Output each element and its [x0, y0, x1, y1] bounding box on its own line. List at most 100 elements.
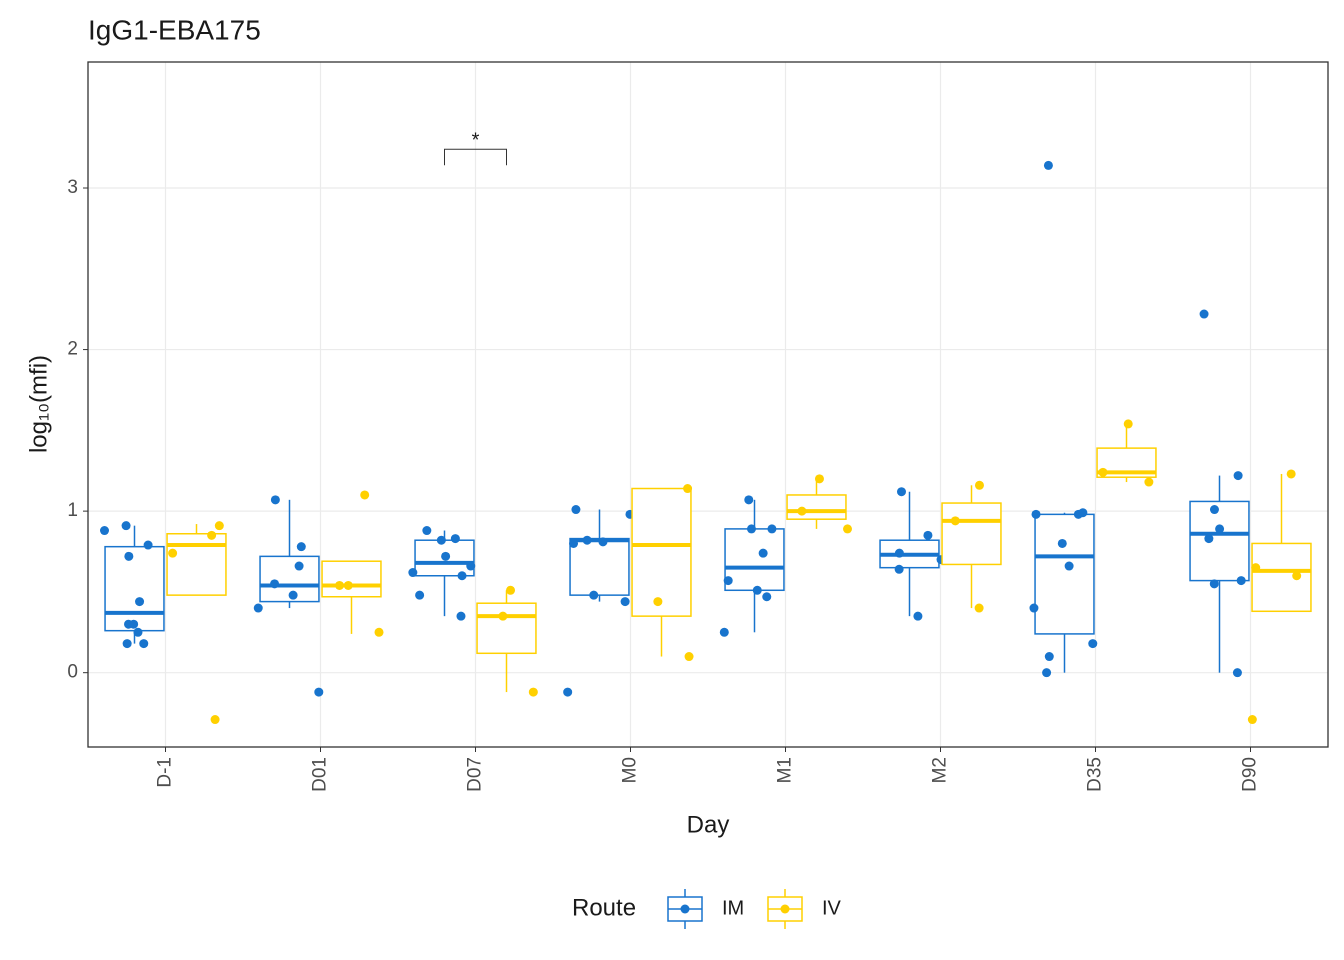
x-tick-label: D-1: [155, 757, 176, 788]
point: [207, 530, 217, 540]
point: [374, 627, 384, 637]
point: [360, 490, 370, 500]
y-tick-label: 0: [67, 662, 78, 683]
point: [563, 687, 573, 697]
panel-border: [87, 61, 1329, 748]
point: [569, 538, 579, 548]
y-tick-label: 3: [67, 177, 78, 198]
point: [1044, 652, 1054, 662]
point: [1144, 477, 1154, 487]
point: [797, 506, 807, 516]
point: [1088, 639, 1098, 649]
point: [923, 530, 933, 540]
point: [746, 524, 756, 534]
point: [589, 590, 599, 600]
point: [422, 526, 432, 536]
point: [683, 484, 693, 494]
point: [135, 597, 145, 607]
point: [124, 551, 134, 561]
y-tick-label: 1: [67, 500, 78, 521]
point: [253, 603, 263, 613]
point: [1292, 571, 1302, 581]
point: [894, 548, 904, 558]
point: [294, 561, 304, 571]
point: [762, 592, 772, 602]
point: [129, 619, 139, 629]
point: [758, 548, 768, 558]
point: [653, 597, 663, 607]
point: [1209, 505, 1219, 515]
point: [456, 611, 466, 621]
point: [814, 474, 824, 484]
point: [1204, 534, 1214, 544]
x-tick-label: M0: [620, 757, 641, 783]
point: [913, 611, 923, 621]
point: [139, 639, 149, 649]
point: [506, 585, 516, 595]
box: [1251, 542, 1312, 613]
point: [598, 537, 608, 547]
point: [450, 534, 460, 544]
point: [436, 535, 446, 545]
point: [214, 521, 224, 531]
significance-bracket: [444, 148, 507, 166]
point: [270, 579, 280, 589]
point: [723, 576, 733, 586]
point: [1057, 538, 1067, 548]
point: [719, 627, 729, 637]
legend-label: IM: [722, 897, 744, 919]
point: [1247, 715, 1257, 725]
point: [296, 542, 306, 552]
point: [1286, 469, 1296, 479]
point: [415, 590, 425, 600]
box: [166, 532, 227, 596]
point: [896, 487, 906, 497]
point: [767, 524, 777, 534]
y-tick-label: 2: [67, 339, 78, 360]
point: [1073, 509, 1083, 519]
x-axis-title: Day: [687, 811, 730, 838]
y-axis-title: log₁₀(mfi): [25, 355, 52, 453]
point: [1251, 563, 1261, 573]
point: [744, 495, 754, 505]
point: [1098, 467, 1108, 477]
point: [842, 524, 852, 534]
point: [314, 687, 324, 697]
point: [1042, 668, 1052, 678]
point: [121, 521, 131, 531]
point: [1064, 561, 1074, 571]
significance-label: *: [472, 130, 480, 152]
box: [321, 560, 382, 598]
point: [466, 561, 476, 571]
point: [335, 580, 345, 590]
point: [582, 535, 592, 545]
x-tick-label: D90: [1240, 757, 1261, 792]
point: [1031, 509, 1041, 519]
x-tick-label: D07: [465, 757, 486, 792]
point: [571, 505, 581, 515]
legend-point: [680, 904, 690, 914]
box: [786, 494, 847, 520]
point: [1236, 576, 1246, 586]
x-tick-label: M1: [775, 757, 796, 783]
point: [408, 568, 418, 578]
point: [143, 540, 153, 550]
point: [528, 687, 538, 697]
point: [343, 580, 353, 590]
point: [894, 564, 904, 574]
box: [724, 528, 785, 592]
point: [270, 495, 280, 505]
box: [569, 537, 630, 596]
point: [1215, 524, 1225, 534]
point: [168, 548, 178, 558]
box: [1189, 500, 1250, 582]
chart-title: IgG1-EBA175: [88, 14, 261, 45]
point: [498, 611, 508, 621]
point: [974, 603, 984, 613]
box: [631, 487, 692, 617]
point: [752, 585, 762, 595]
point: [684, 652, 694, 662]
point: [1043, 160, 1053, 170]
